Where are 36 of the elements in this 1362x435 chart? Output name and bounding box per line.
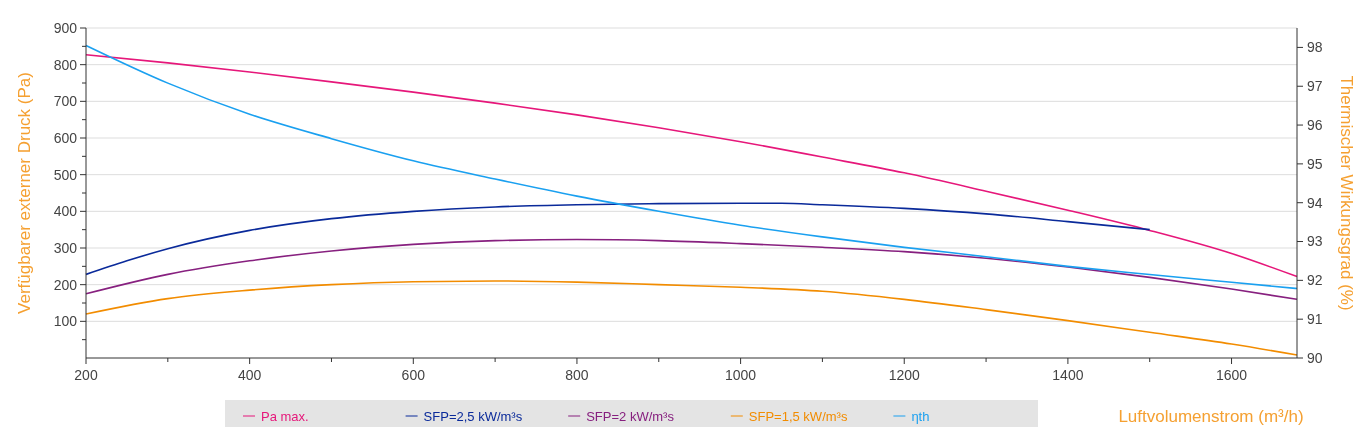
y2-tick-label: 91	[1307, 311, 1323, 328]
x-tick-label: 1400	[1052, 367, 1084, 383]
y2-tick-label: 93	[1307, 233, 1323, 250]
y2-tick-label: 94	[1307, 194, 1323, 211]
y2-tick-label: 90	[1307, 349, 1323, 366]
y2-axis-title: Thermischer Wirkungsgrad (%)	[1337, 75, 1356, 311]
legend-label: Pa max.	[261, 408, 309, 424]
legend-label: SFP=2 kW/m³s	[586, 408, 675, 424]
x-tick-label: 200	[74, 367, 98, 383]
y-tick-label: 600	[53, 129, 78, 146]
y-tick-label: 400	[53, 203, 78, 220]
y-tick-label: 900	[53, 19, 78, 36]
x-tick-label: 1000	[725, 367, 757, 383]
x-tick-label: 400	[237, 367, 262, 383]
y2-tick-label: 92	[1307, 272, 1323, 289]
line-series	[85, 202, 1151, 276]
x-tick-label: 800	[565, 367, 589, 383]
line-series	[85, 238, 1298, 301]
y2-tick-label: 96	[1307, 116, 1323, 133]
y-tick-label: 700	[53, 93, 78, 110]
x-axis-title: Luftvolumenstrom (m³/h)	[1118, 406, 1304, 426]
y-axis-title: Verfügbarer externer Druck (Pa)	[15, 72, 34, 314]
y-tick-label: 800	[53, 56, 78, 73]
y2-tick-label: 95	[1307, 155, 1323, 172]
y-tick-label: 300	[53, 239, 78, 256]
legend-label: SFP=2,5 kW/m³s	[423, 408, 523, 424]
x-tick-label: 1200	[888, 367, 921, 383]
y-tick-label: 500	[53, 166, 78, 183]
y2-tick-label: 97	[1307, 78, 1323, 95]
y-tick-label: 200	[53, 276, 78, 293]
legend-label: SFP=1,5 kW/m³s	[748, 408, 848, 424]
x-tick-label: 600	[401, 367, 426, 383]
legend-label: ηth	[911, 408, 930, 424]
y-tick-label: 100	[53, 313, 78, 330]
x-tick-label: 1600	[1215, 367, 1248, 383]
y2-tick-label: 98	[1307, 39, 1323, 56]
